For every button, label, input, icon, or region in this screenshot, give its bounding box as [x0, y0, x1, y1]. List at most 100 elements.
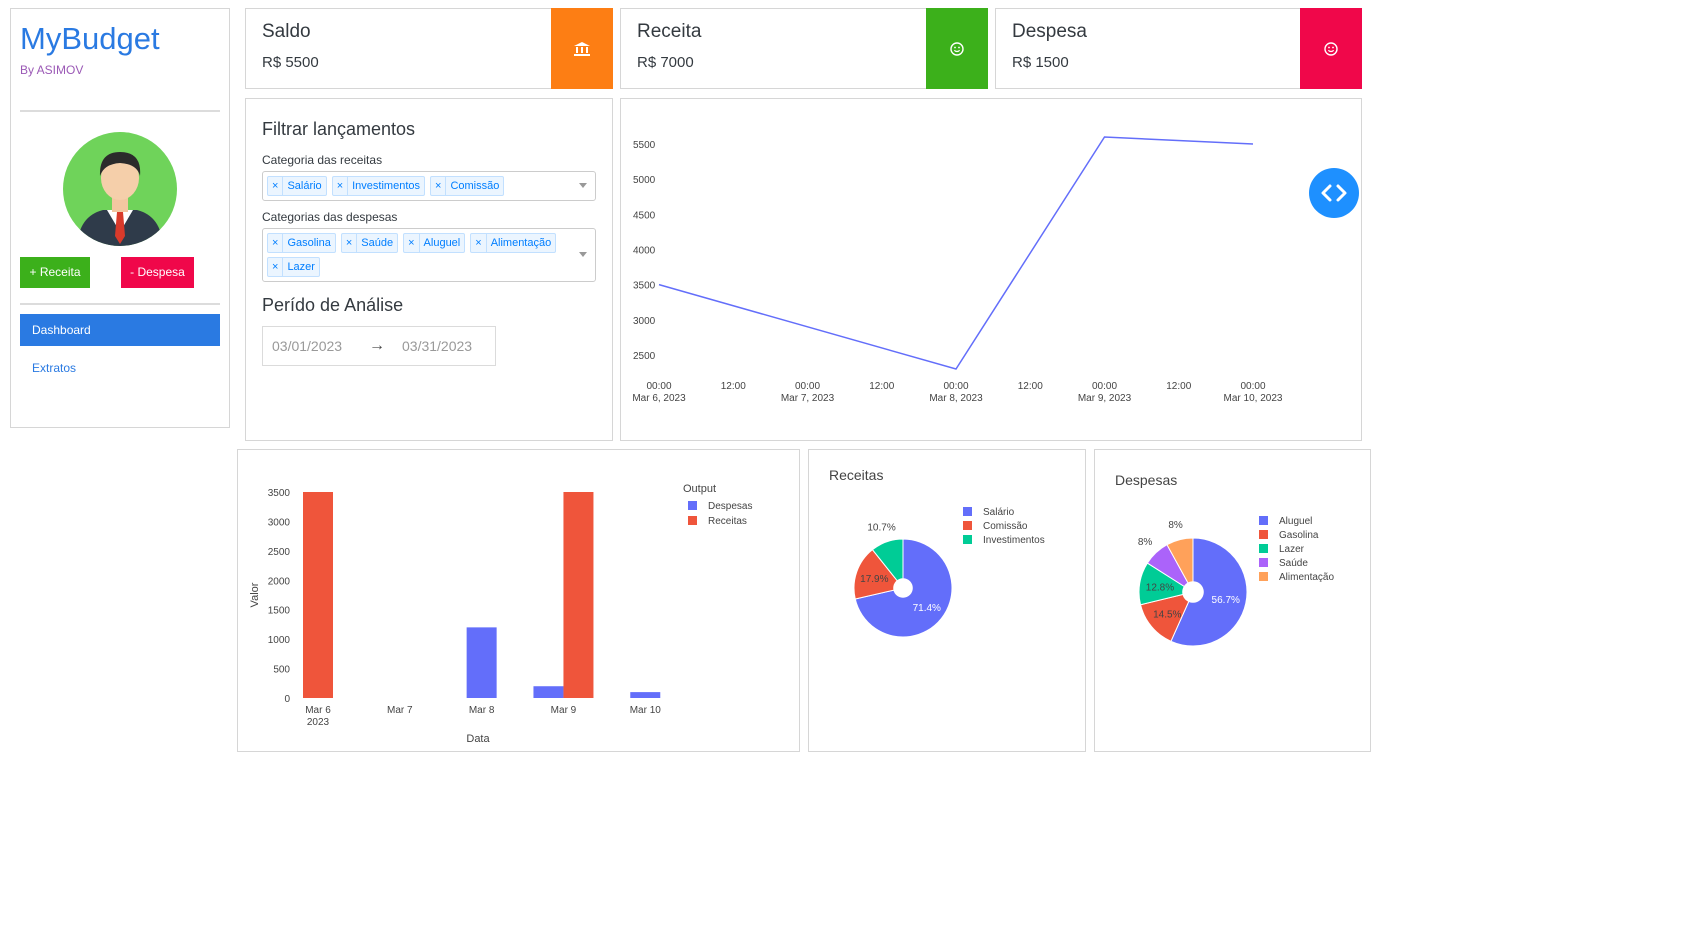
receitas-category-label: Categoria das receitas — [262, 153, 383, 167]
legend-label: Investimentos — [983, 535, 1045, 546]
y-tick-label: 5000 — [633, 175, 656, 186]
y-tick-label: 3000 — [268, 517, 291, 528]
x-tick-label: Mar 10 — [630, 705, 662, 716]
y-tick-label: 500 — [273, 665, 290, 676]
x-tick-label: 00:00 — [646, 381, 671, 392]
x-tick-label: 12:00 — [869, 381, 894, 392]
chip-remove-icon[interactable]: × — [471, 234, 487, 252]
add-receita-button[interactable]: + Receita — [20, 257, 90, 288]
despesas-multiselect[interactable]: × Gasolina × Saúde × Aluguel × Alimentação ×… — [262, 228, 596, 282]
filter-title: Filtrar lançamentos — [262, 119, 416, 139]
chip-aluguel[interactable]: × Aluguel — [403, 233, 466, 253]
x-tick-label: Mar 7 — [387, 705, 413, 716]
x-tick-label: 00:00 — [795, 381, 820, 392]
despesas-pie-chart: Despesas 56.7% 14.5% 12.8% 8% 8% Aluguel Gasoli… — [1115, 472, 1334, 647]
legend-label: Alimentação — [1279, 572, 1334, 583]
divider — [20, 110, 220, 112]
legend-label: Saúde — [1279, 558, 1308, 569]
chip-remove-icon[interactable]: × — [268, 177, 284, 195]
code-icon — [1321, 184, 1347, 202]
chip-remove-icon[interactable]: × — [342, 234, 358, 252]
chip-gasolina[interactable]: × Gasolina — [267, 233, 336, 253]
chip-alimentacao[interactable]: × Alimentação — [470, 233, 557, 253]
x-tick-label: 00:00 — [1240, 381, 1265, 392]
y-tick-label: 4000 — [633, 245, 656, 256]
smile-icon — [926, 8, 988, 89]
legend-swatch — [963, 535, 972, 544]
saldo-value: R$ 5500 — [262, 54, 319, 71]
brand-byline: By ASIMOV — [20, 62, 84, 77]
y-tick-label: 2500 — [633, 351, 656, 362]
legend-label: Lazer — [1279, 544, 1305, 555]
y-tick-label: 4500 — [633, 210, 656, 221]
chip-lazer[interactable]: × Lazer — [267, 257, 320, 277]
legend-swatch — [1259, 558, 1268, 567]
y-axis-title: Valor — [249, 582, 261, 607]
pie-slice — [1170, 537, 1248, 647]
chevron-down-icon[interactable] — [579, 252, 587, 257]
bar-receitas — [563, 492, 594, 698]
chip-saude[interactable]: × Saúde — [340, 233, 399, 253]
smile-icon — [1300, 8, 1362, 89]
add-despesa-button[interactable]: - Despesa — [121, 257, 194, 288]
y-tick-label: 2000 — [268, 576, 291, 587]
chip-remove-icon[interactable]: × — [268, 258, 284, 276]
pie-percent-label: 12.8% — [1146, 583, 1174, 594]
despesa-label: Despesa — [1012, 21, 1087, 42]
x-tick-label: 12:00 — [721, 381, 746, 392]
y-tick-label: 0 — [284, 694, 290, 705]
pie-title: Despesas — [1115, 472, 1177, 488]
pie-percent-label: 8% — [1138, 537, 1153, 548]
x-axis-title: Data — [466, 733, 490, 745]
date-range-picker[interactable]: 03/01/2023 → 03/31/2023 — [262, 326, 496, 366]
despesa-value: R$ 1500 — [1012, 54, 1069, 71]
chevron-down-icon[interactable] — [579, 183, 587, 188]
y-tick-label: 3500 — [633, 281, 656, 292]
legend-swatch — [1259, 516, 1268, 525]
legend-swatch — [688, 501, 697, 510]
chip-remove-icon[interactable]: × — [431, 177, 447, 195]
x-tick-label: Mar 6 — [305, 705, 331, 716]
x-tick-sublabel: Mar 10, 2023 — [1224, 393, 1283, 404]
end-date-input[interactable]: 03/31/2023 — [402, 338, 473, 354]
chip-investimentos[interactable]: × Investimentos — [331, 176, 425, 196]
saldo-label: Saldo — [262, 21, 311, 42]
saldo-line-chart-card: 2500 3000 3500 4000 4500 5000 5500 00:00 Mar 6, … — [620, 98, 1362, 441]
x-tick-sublabel: 2023 — [307, 717, 330, 728]
receita-label: Receita — [637, 21, 702, 42]
x-tick-sublabel: Mar 9, 2023 — [1078, 393, 1132, 404]
chip-remove-icon[interactable]: × — [268, 234, 284, 252]
bar-despesas — [533, 686, 564, 698]
pie-slice — [871, 538, 904, 590]
y-tick-label: 3500 — [268, 488, 291, 499]
legend-swatch — [1259, 544, 1268, 553]
brand-title: MyBudget — [20, 21, 160, 56]
x-tick-label: 00:00 — [1092, 381, 1117, 392]
x-tick-label: Mar 8 — [469, 705, 495, 716]
chip-salario[interactable]: × Salário — [267, 176, 327, 196]
pie-slice — [853, 548, 904, 600]
chip-remove-icon[interactable]: × — [404, 234, 420, 252]
nav-dashboard[interactable]: Dashboard — [20, 314, 220, 346]
x-tick-label: 00:00 — [943, 381, 968, 392]
x-tick-sublabel: Mar 6, 2023 — [632, 393, 686, 404]
receita-value: R$ 7000 — [637, 54, 694, 71]
chip-remove-icon[interactable]: × — [333, 177, 349, 195]
x-tick-label: Mar 9 — [551, 705, 577, 716]
receitas-multiselect[interactable]: × Salário × Investimentos × Comissão — [262, 171, 596, 201]
code-toggle-button[interactable] — [1309, 168, 1359, 218]
pie-percent-label: 56.7% — [1212, 595, 1240, 606]
legend-label: Receitas — [708, 516, 747, 527]
x-tick-label: 12:00 — [1166, 381, 1191, 392]
pie-percent-label: 8% — [1168, 520, 1183, 531]
chip-comissao[interactable]: × Comissão — [430, 176, 505, 196]
legend-label: Salário — [983, 507, 1015, 518]
legend-label: Comissão — [983, 521, 1028, 532]
nav-extratos[interactable]: Extratos — [32, 361, 77, 375]
bar-chart-card: 0 500 1000 1500 2000 2500 3000 3500 Mar 6 2023 Mar… — [237, 449, 800, 752]
pie-title: Receitas — [829, 467, 883, 483]
start-date-input[interactable]: 03/01/2023 — [272, 338, 343, 354]
legend-swatch — [688, 516, 697, 525]
pie-percent-label: 10.7% — [867, 523, 895, 534]
